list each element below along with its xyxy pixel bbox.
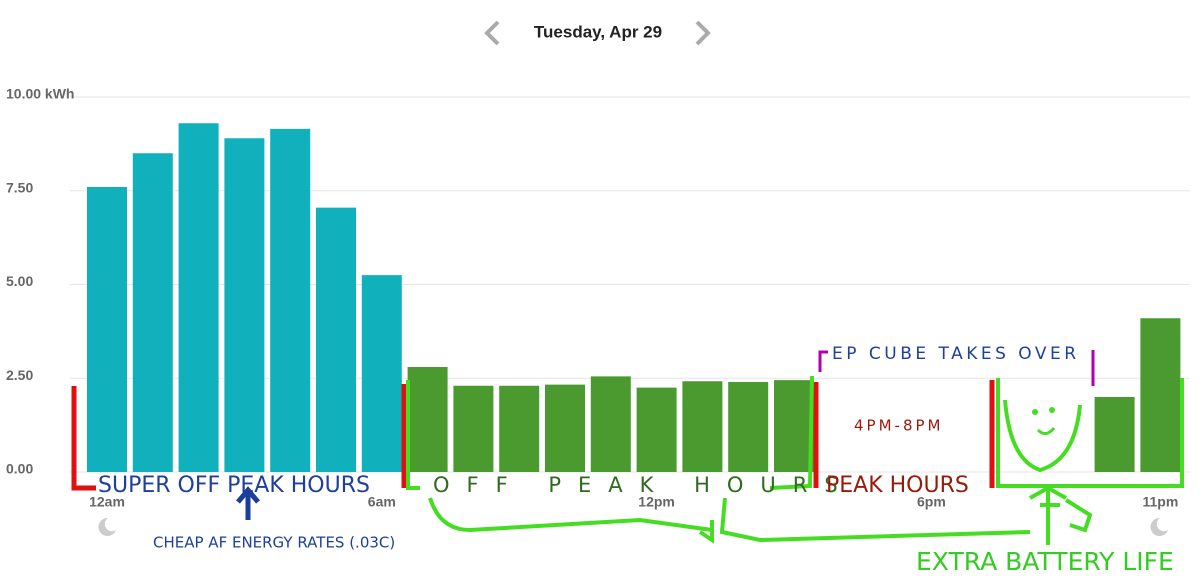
bar <box>361 275 402 472</box>
bar <box>132 153 173 472</box>
annotation: CHEAP AF ENERGY RATES (.03C) <box>153 534 395 552</box>
bar <box>453 385 494 472</box>
annotation: EXTRA BATTERY LIFE <box>916 547 1174 576</box>
annotation: OFF PEAK HOURS <box>433 473 855 497</box>
squiggle <box>428 485 1093 545</box>
bar <box>178 123 219 472</box>
bar <box>590 376 631 472</box>
bracket <box>406 375 1184 490</box>
moon-icon <box>98 517 116 536</box>
bar <box>728 382 769 472</box>
face <box>1003 399 1082 473</box>
x-tick-label: 6am <box>368 494 396 510</box>
face <box>1032 409 1038 415</box>
bar <box>774 380 814 472</box>
bar <box>545 384 585 472</box>
x-tick-label: 12am <box>89 494 125 510</box>
annotation: SUPER OFF PEAK HOURS <box>98 473 370 498</box>
bars <box>87 123 1181 472</box>
face <box>1049 407 1055 413</box>
x-tick-label: 6pm <box>917 494 946 510</box>
bracket <box>71 386 96 491</box>
y-tick-label: 7.50 <box>6 179 33 195</box>
bar <box>407 367 448 472</box>
x-tick-label: 12pm <box>638 494 675 510</box>
bar <box>499 385 540 472</box>
bar <box>316 207 356 472</box>
y-tick-label: 5.00 <box>6 273 33 289</box>
bar <box>682 381 723 472</box>
bar <box>1094 397 1135 472</box>
bar <box>270 128 311 472</box>
bar <box>1140 318 1181 472</box>
bar <box>636 387 677 472</box>
bar <box>224 138 265 472</box>
bar <box>87 187 127 472</box>
annotation: EP CUBE TAKES OVER <box>832 344 1080 364</box>
bracket <box>818 350 828 372</box>
moon-icon <box>1150 517 1168 536</box>
annotation: 4PM-8PM <box>854 417 943 435</box>
annotation: PEAK HOURS <box>826 473 969 498</box>
next-arrow[interactable] <box>695 20 711 46</box>
chart-title: Tuesday, Apr 29 <box>534 22 662 41</box>
y-tick-label: 0.00 <box>6 461 33 477</box>
arrow <box>236 486 260 520</box>
y-tick-label: 2.50 <box>6 367 33 383</box>
face <box>1036 427 1056 435</box>
x-tick-label: 11pm <box>1142 494 1178 510</box>
y-tick-label: 10.00 kWh <box>6 86 74 102</box>
prev-arrow[interactable] <box>484 20 500 46</box>
